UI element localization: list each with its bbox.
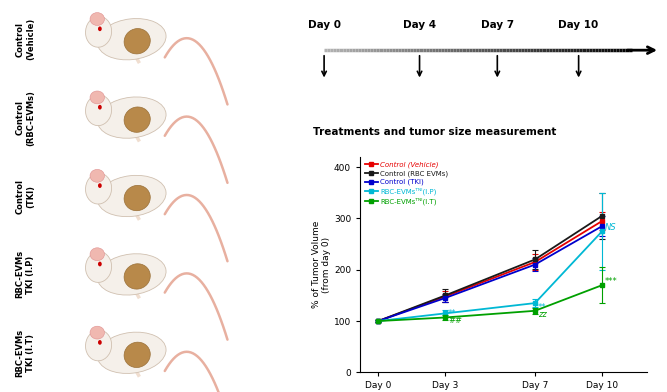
Text: ***: *** [605,277,618,286]
Ellipse shape [90,169,105,182]
Y-axis label: % of Tumor Volume
(from day 0): % of Tumor Volume (from day 0) [311,221,331,308]
Text: Day 10: Day 10 [558,20,599,30]
Ellipse shape [97,332,166,374]
Text: ##: ## [448,316,462,325]
Text: Control
(RBC-EVMs): Control (RBC-EVMs) [15,90,35,145]
Ellipse shape [97,254,166,295]
Text: Day 0: Day 0 [307,20,341,30]
Ellipse shape [85,95,111,125]
Ellipse shape [124,185,150,211]
Ellipse shape [85,252,111,282]
Legend: Control (Vehicle), Control (RBC EVMs), Control (TKI), RBC-EVMsᵀᴺᴵ(I.P), RBC-EVMs: Control (Vehicle), Control (RBC EVMs), C… [364,160,450,206]
Ellipse shape [97,18,166,60]
Circle shape [98,340,102,345]
Ellipse shape [97,97,166,138]
Text: RBC-EVMs
TKI (I.P): RBC-EVMs TKI (I.P) [15,250,35,298]
Ellipse shape [90,326,105,339]
Ellipse shape [124,107,150,132]
Ellipse shape [90,91,105,104]
Ellipse shape [124,29,150,54]
Text: RBC-EVMs
TKI (I.T): RBC-EVMs TKI (I.T) [15,329,35,377]
Text: Treatments and tumor size measurement: Treatments and tumor size measurement [313,127,557,138]
Ellipse shape [124,264,150,289]
Ellipse shape [85,330,111,361]
Circle shape [98,183,102,188]
Text: zz: zz [538,310,546,319]
Text: Day 4: Day 4 [403,20,436,30]
Circle shape [98,261,102,266]
Ellipse shape [90,248,105,261]
Ellipse shape [90,13,105,25]
Text: Control
(Vehicle): Control (Vehicle) [15,18,35,60]
Ellipse shape [97,175,166,217]
Text: Day 7: Day 7 [481,20,514,30]
Circle shape [98,26,102,31]
Text: Control
(TKI): Control (TKI) [15,178,35,214]
Text: NS: NS [605,223,616,232]
Text: **: ** [448,309,456,318]
Circle shape [98,105,102,109]
Ellipse shape [85,16,111,47]
Ellipse shape [124,342,150,368]
Ellipse shape [85,173,111,204]
Text: **: ** [538,303,546,312]
